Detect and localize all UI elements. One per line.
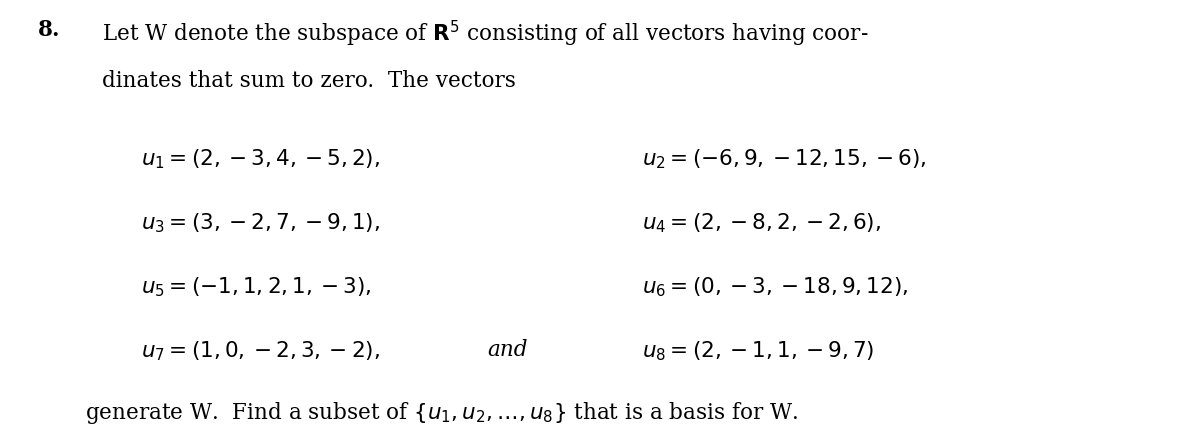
Text: Let W denote the subspace of $\mathbf{R}^5$ consisting of all vectors having coo: Let W denote the subspace of $\mathbf{R}… [102,19,869,49]
Text: dinates that sum to zero.  The vectors: dinates that sum to zero. The vectors [102,70,516,92]
Text: $u_2 = (-6, 9, -12, 15, -6),$: $u_2 = (-6, 9, -12, 15, -6),$ [642,147,926,171]
Text: $u_5 = (-1, 1, 2, 1, -3),$: $u_5 = (-1, 1, 2, 1, -3),$ [142,275,372,299]
Text: $u_7 = (1, 0, -2, 3, -2),$: $u_7 = (1, 0, -2, 3, -2),$ [142,339,380,363]
Text: generate W.  Find a subset of $\{u_1, u_2, \ldots, u_8\}$ that is a basis for W.: generate W. Find a subset of $\{u_1, u_2… [85,400,798,427]
Text: $u_8 = (2, -1, 1, -9, 7)$: $u_8 = (2, -1, 1, -9, 7)$ [642,339,874,363]
Text: $u_1 = (2, -3, 4, -5, 2),$: $u_1 = (2, -3, 4, -5, 2),$ [142,147,380,171]
Text: $u_6 = (0, -3, -18, 9, 12),$: $u_6 = (0, -3, -18, 9, 12),$ [642,275,908,299]
Text: 8.: 8. [37,19,60,41]
Text: $u_4 = (2, -8, 2, -2, 6),$: $u_4 = (2, -8, 2, -2, 6),$ [642,211,881,235]
Text: $u_3 = (3, -2, 7, -9, 1),$: $u_3 = (3, -2, 7, -9, 1),$ [142,211,380,235]
Text: and: and [487,339,527,361]
